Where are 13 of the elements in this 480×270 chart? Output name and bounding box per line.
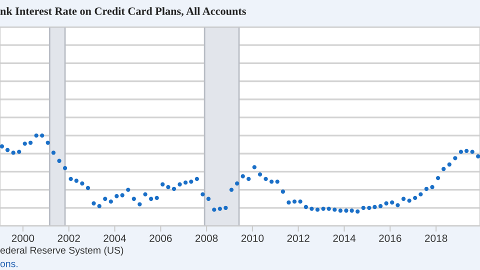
x-tick-label: 2002 xyxy=(58,234,80,242)
x-tick-label: 2016 xyxy=(379,234,402,242)
x-tick-label: 2004 xyxy=(104,234,126,242)
text: ons. xyxy=(0,262,18,268)
x-tick-label: 2014 xyxy=(333,234,356,242)
x-tick-label: 2012 xyxy=(287,234,310,242)
text: ederal Reserve System (US) xyxy=(0,246,124,256)
chart-title: nk Interest Rate on Credit Card Plans, All Accounts xyxy=(0,7,246,17)
x-tick-label: 2000 xyxy=(12,234,34,242)
x-tick-label: 2010 xyxy=(241,234,264,242)
x-tick-label: 2008 xyxy=(195,234,218,242)
x-tick-label: 2006 xyxy=(150,234,172,242)
x-tick-label: 2018 xyxy=(425,234,448,242)
